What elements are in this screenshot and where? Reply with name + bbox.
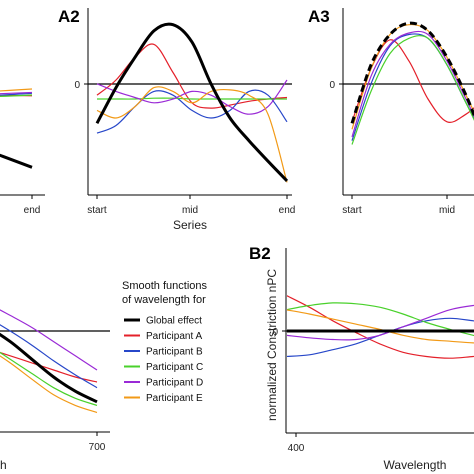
a2-xtick-mid: mid [182,205,198,216]
a3-line-e [351,23,474,130]
b1-xtick-700: 700 [89,442,106,453]
a3-series-group [350,21,474,145]
b2-line-d [287,304,474,341]
a2-line-global [95,22,289,182]
a2-line-e [96,86,288,183]
panel-a3: A3 0 start mid [308,7,474,216]
a2-x-axis-label: Series [173,218,207,232]
b1-line-e [0,355,98,414]
a1-line-d [0,91,33,95]
a3-ytick-0: 0 [329,80,335,91]
a1-line-c [0,94,33,97]
b2-series-group [287,295,474,359]
a3-line-d [351,30,474,138]
legend-label-d: Participant D [146,378,203,389]
legend-title-line1: Smooth functions [122,280,207,292]
b1-line-a [0,351,98,383]
a2-xtick-end: end [279,205,296,216]
legend-label-e: Participant E [146,393,203,404]
b2-ytick-0: 0 [272,327,278,338]
b2-xtick-400: 400 [288,443,305,454]
a1-line-e [0,88,33,92]
b2-x-axis-label: Wavelength [384,458,447,472]
panel-label-a2: A2 [58,7,80,26]
legend-title-line2: of wavelength for [122,294,206,306]
a1-line-global [0,153,33,169]
b1-line-d [0,309,98,371]
legend-label-global: Global effect [146,316,202,327]
a3-line-c [351,35,474,145]
b1-line-c [0,351,98,406]
a3-xtick-start: start [342,205,362,216]
b1-line-global [0,332,98,404]
a3-line-global [350,21,474,124]
a2-line-b [96,89,288,134]
b2-y-axis-label: normalized Constriction nPC [265,269,279,421]
panel-b1: 700 h [0,309,110,472]
b2-line-b [287,317,474,358]
b2-line-a [287,295,474,359]
legend-label-b: Participant B [146,347,203,358]
a3-line-b [351,33,474,141]
legend-label-a: Participant A [146,331,202,342]
a2-xtick-start: start [87,205,107,216]
a2-series-group [95,22,289,183]
panel-label-a3: A3 [308,7,330,26]
a3-xtick-mid: mid [439,205,455,216]
panel-b2: B2 normalized Constriction nPC 0 400 Wav… [249,244,474,472]
legend: Smooth functions of wavelength for Globa… [122,280,207,404]
b2-line-c [287,302,474,337]
legend-items: Global effect Participant A Participant B P… [124,316,203,404]
panel-a2: A2 0 start mid end Series [58,7,295,232]
b1-x-axis-label: h [0,458,7,472]
a3-line-a [351,39,474,123]
panel-label-b2: B2 [249,244,271,263]
b1-line-b [0,324,98,389]
legend-label-c: Participant C [146,362,203,373]
a2-ytick-0: 0 [74,80,80,91]
panel-a1: end [0,88,45,216]
a1-line-b [0,92,33,96]
a1-xtick-end: end [24,205,41,216]
b2-line-e [287,309,474,344]
a1-series-group [0,88,33,169]
a2-line-c [96,97,287,100]
a2-line-d [96,79,288,115]
b1-series-group [0,309,98,414]
